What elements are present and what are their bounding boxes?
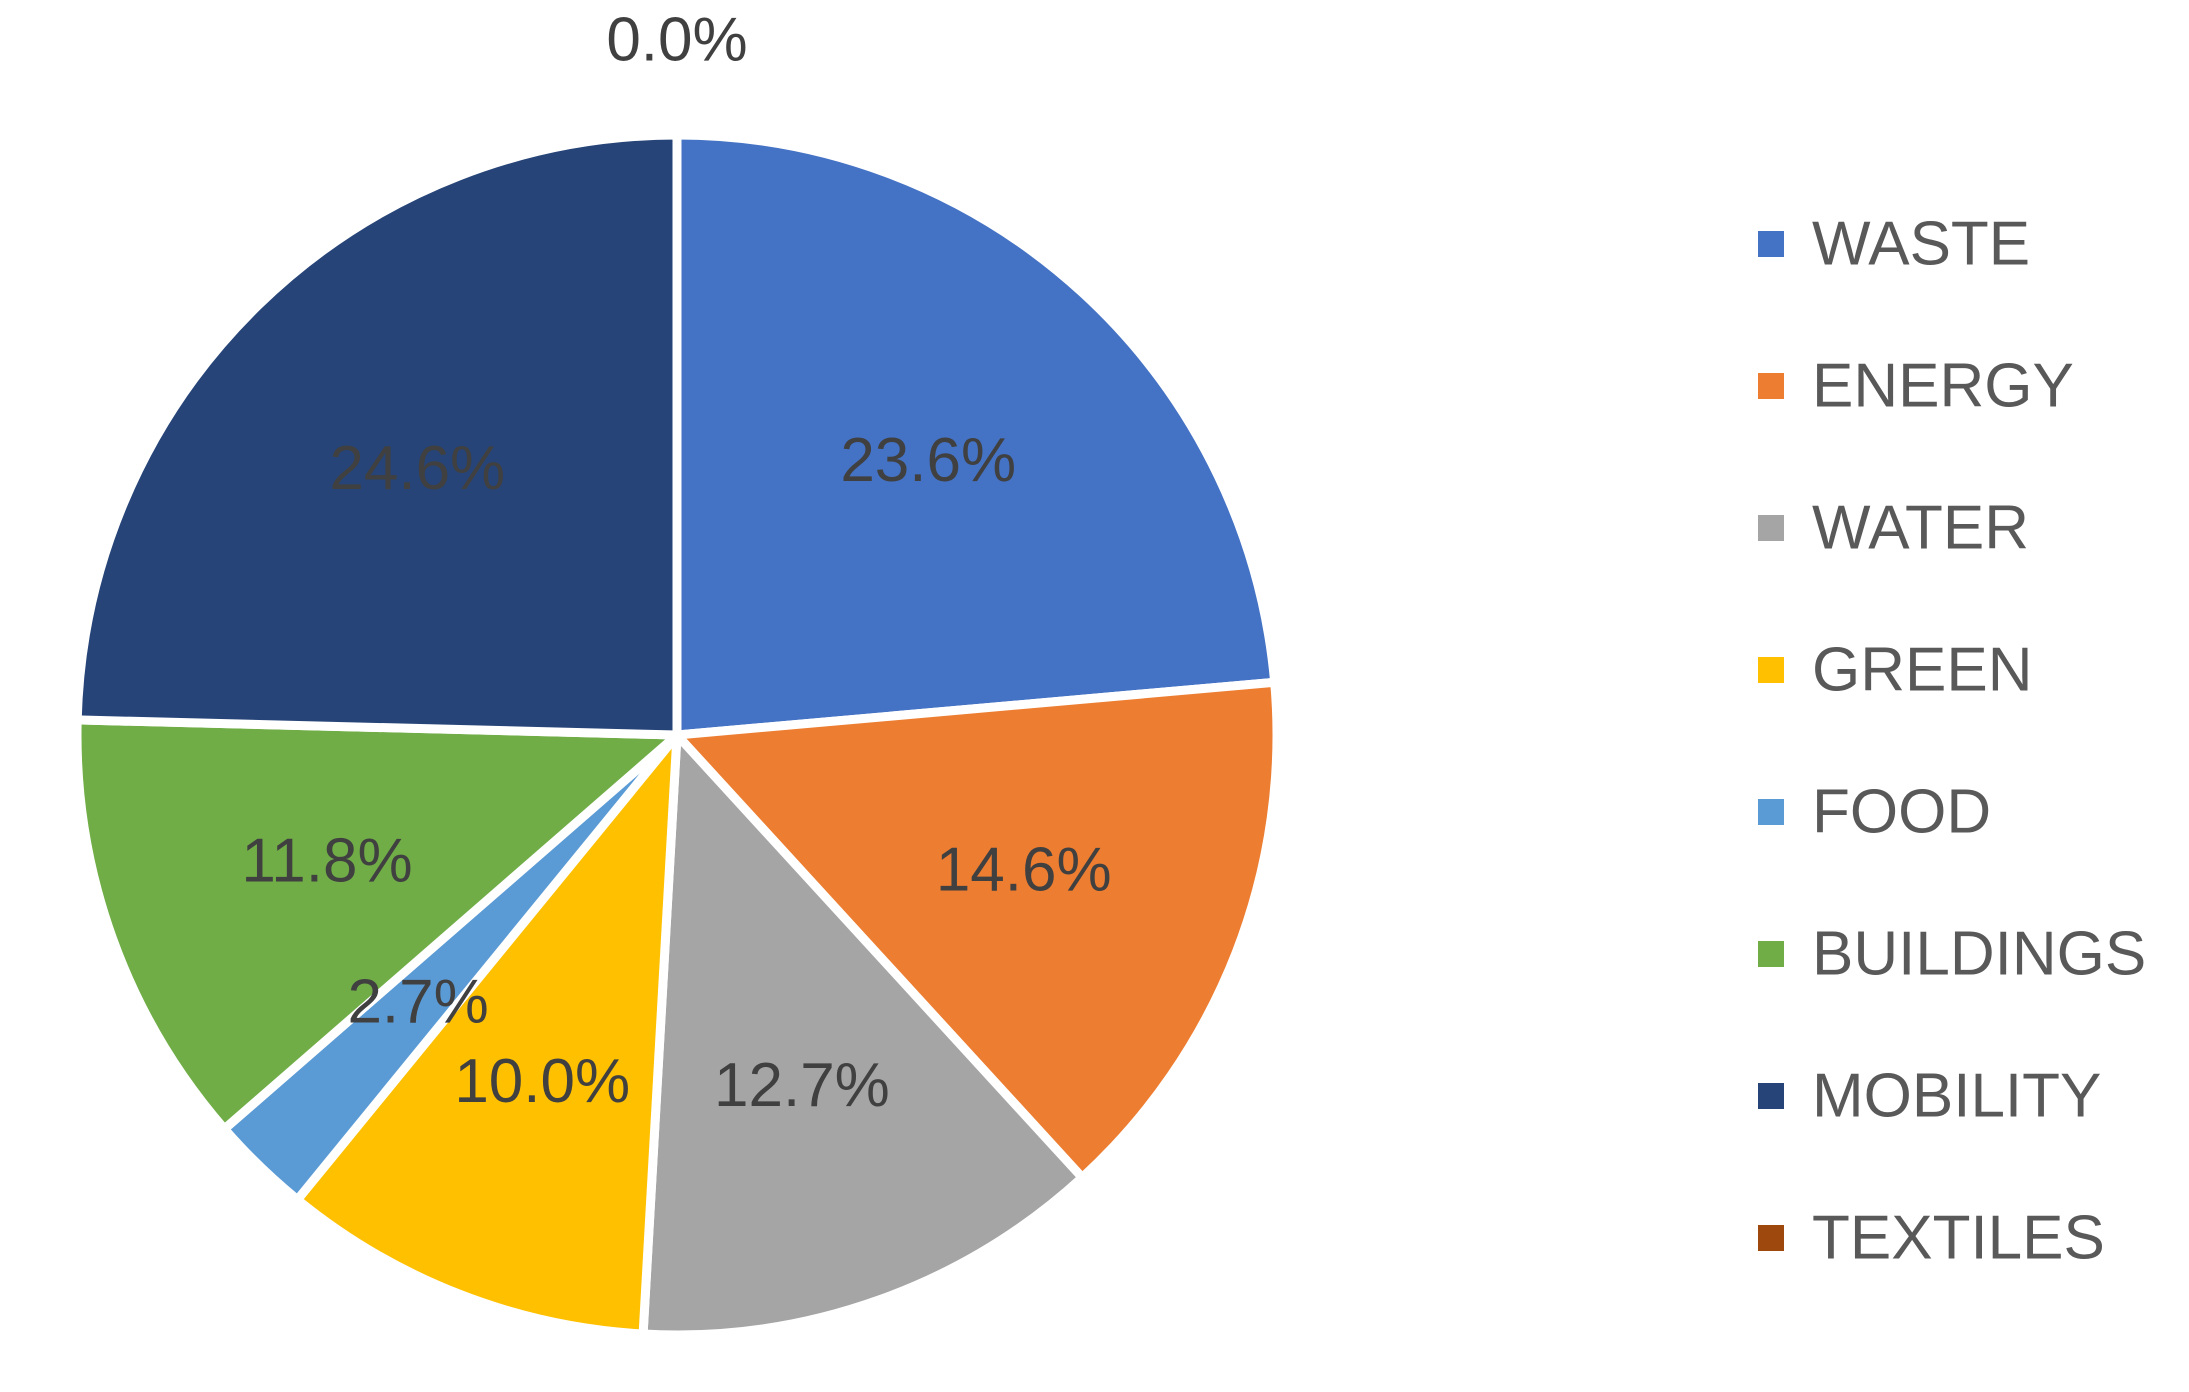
legend-label-buildings: BUILDINGS	[1812, 920, 2146, 989]
data-label-energy: 14.6%	[936, 835, 1112, 904]
legend-swatch-waste	[1758, 231, 1784, 257]
data-labels: 23.6% 14.6% 12.7% 10.0% 2.7% 11.8% 24.6% 0.0%	[241, 6, 1111, 1120]
pie-slice-waste	[672, 130, 1280, 740]
data-label-textiles: 0.0%	[606, 6, 747, 75]
pie-slice-water	[638, 730, 1087, 1340]
legend-swatch-energy	[1758, 373, 1784, 399]
legend-label-water: WATER	[1812, 494, 2029, 563]
pie-slices	[72, 130, 1282, 1340]
legend-label-energy: ENERGY	[1812, 352, 2074, 421]
pie-slice-energy	[672, 677, 1282, 1183]
legend-swatch-textiles	[1758, 1225, 1784, 1251]
legend-swatch-green	[1758, 657, 1784, 683]
data-label-food: 2.7%	[347, 968, 488, 1037]
legend-swatch-buildings	[1758, 941, 1784, 967]
pie-slice-buildings	[72, 715, 682, 1134]
pie-slice-green	[292, 730, 682, 1339]
legend: WASTE ENERGY WATER GREEN FOOD BUILDINGS MOBILI…	[1758, 210, 2146, 1273]
legend-label-food: FOOD	[1812, 778, 1991, 847]
data-label-water: 12.7%	[714, 1051, 890, 1120]
data-label-waste: 23.6%	[840, 426, 1016, 495]
legend-label-textiles: TEXTILES	[1812, 1204, 2105, 1273]
legend-label-waste: WASTE	[1812, 210, 2030, 279]
legend-swatch-mobility	[1758, 1083, 1784, 1109]
legend-label-mobility: MOBILITY	[1812, 1062, 2101, 1131]
data-label-green: 10.0%	[454, 1047, 630, 1116]
data-label-buildings: 11.8%	[241, 827, 412, 896]
legend-label-green: GREEN	[1812, 636, 2032, 705]
legend-swatch-food	[1758, 799, 1784, 825]
pie-slice-mobility	[72, 130, 682, 740]
data-label-mobility: 24.6%	[329, 434, 505, 503]
legend-swatch-water	[1758, 515, 1784, 541]
